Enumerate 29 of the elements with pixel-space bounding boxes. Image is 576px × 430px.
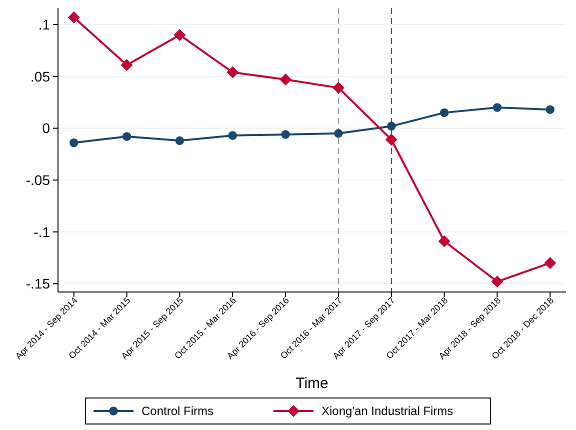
point bbox=[228, 131, 237, 140]
point bbox=[68, 11, 80, 24]
y-tick-label: 0 bbox=[42, 120, 50, 136]
point bbox=[70, 138, 78, 148]
point bbox=[546, 105, 554, 114]
point bbox=[491, 276, 504, 288]
point bbox=[122, 132, 132, 141]
point bbox=[438, 235, 450, 248]
y-tick-label: -.1 bbox=[34, 224, 50, 240]
point bbox=[387, 122, 396, 131]
point bbox=[175, 136, 184, 146]
y-tick-label: -.05 bbox=[26, 172, 50, 188]
point bbox=[332, 82, 344, 94]
legend-label: Control Firms bbox=[142, 404, 214, 418]
legend-label: Xiong'an Industrial Firms bbox=[322, 404, 454, 418]
point bbox=[440, 108, 449, 118]
y-tick-label: .05 bbox=[30, 68, 50, 84]
point bbox=[174, 28, 186, 41]
point bbox=[281, 130, 290, 139]
x-axis-title: Time bbox=[296, 375, 328, 392]
point bbox=[492, 103, 502, 112]
point bbox=[226, 66, 239, 78]
point bbox=[544, 256, 556, 269]
point bbox=[385, 134, 398, 146]
y-tick-label: .1 bbox=[38, 16, 50, 32]
point bbox=[280, 74, 292, 86]
point bbox=[334, 129, 343, 138]
point bbox=[120, 59, 133, 72]
y-tick-label: -.15 bbox=[26, 276, 50, 292]
